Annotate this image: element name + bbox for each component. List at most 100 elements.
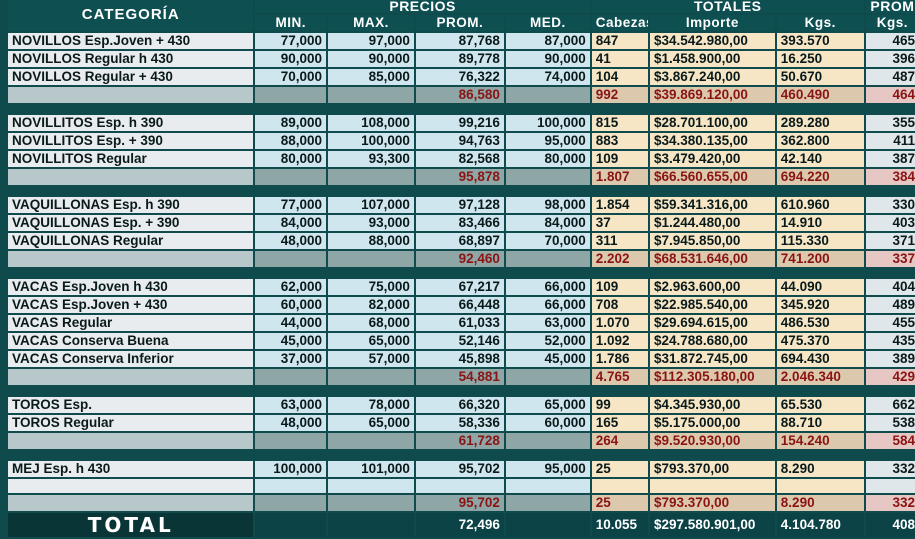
- blank-row: [8, 479, 915, 493]
- empty-cell: [415, 479, 504, 493]
- table-row: NOVILLITOS Esp. + 390 88,000 100,000 94,763…: [8, 133, 915, 149]
- category-cell: NOVILLOS Regular h 430: [8, 51, 254, 67]
- spacer-cell: [506, 105, 590, 113]
- kgs-cell: 610.960: [776, 197, 864, 213]
- subtotal-kgs-cell: 2.046.340: [776, 369, 864, 385]
- max-cell: 93,000: [328, 215, 414, 231]
- prom-kgs-cell: 396: [865, 51, 915, 67]
- min-cell: 37,000: [255, 351, 327, 367]
- prom-kgs-cell: 487: [865, 69, 915, 85]
- subtotal-importe-cell: $39.869.120,00: [650, 87, 775, 103]
- importe-cell: $22.985.540,00: [650, 297, 775, 313]
- cabezas-cell: 815: [591, 115, 649, 131]
- empty-cell: [328, 369, 414, 385]
- category-cell: VACAS Conserva Buena: [8, 333, 254, 349]
- table-row: VACAS Esp.Joven h 430 62,000 75,000 67,217 6…: [8, 279, 915, 295]
- subtotal-prom-kgs-cell: 337: [865, 251, 915, 267]
- cabezas-cell: 109: [591, 151, 649, 167]
- spacer-cell: [592, 105, 648, 113]
- header-med: MED.: [505, 15, 590, 31]
- subtotal-importe-cell: $112.305.180,00: [650, 369, 775, 385]
- prom-cell: 89,778: [415, 51, 504, 67]
- importe-cell: $3.867.240,00: [650, 69, 775, 85]
- category-cell: MEJ Esp. h 430: [8, 461, 254, 477]
- med-cell: 65,000: [505, 397, 590, 413]
- spacer-cell: [592, 451, 648, 459]
- prom-kgs-cell: 330: [865, 197, 915, 213]
- kgs-cell: 65.530: [776, 397, 864, 413]
- max-cell: 101,000: [328, 461, 414, 477]
- subtotal-row: 92,460 2.202 $68.531.646,00 741.200 337: [8, 251, 915, 267]
- spacer-row: [8, 451, 915, 459]
- spacer-cell: [255, 269, 326, 277]
- subtotal-prom-cell: 61,728: [415, 433, 504, 449]
- subtotal-kgs-cell: 8.290: [776, 495, 864, 511]
- min-cell: 45,000: [255, 333, 327, 349]
- cabezas-cell: 883: [591, 133, 649, 149]
- prom-kgs-cell: 371: [865, 233, 915, 249]
- category-cell: NOVILLOS Esp.Joven + 430: [8, 33, 254, 49]
- prom-kgs-cell: 355: [865, 115, 915, 131]
- min-cell: 80,000: [255, 151, 327, 167]
- max-cell: 57,000: [328, 351, 414, 367]
- spacer-cell: [592, 187, 648, 195]
- prom-cell: 58,336: [415, 415, 504, 431]
- prom-kgs-cell: 489: [865, 297, 915, 313]
- max-cell: 82,000: [328, 297, 414, 313]
- med-cell: 66,000: [505, 297, 590, 313]
- prom-kgs-cell: 404: [865, 279, 915, 295]
- max-cell: 85,000: [328, 69, 414, 85]
- subtotal-cabezas-cell: 264: [591, 433, 649, 449]
- empty-cell: [255, 87, 327, 103]
- prom-cell: 52,146: [415, 333, 504, 349]
- prom-cell: 66,448: [415, 297, 504, 313]
- table-row: VACAS Esp.Joven + 430 60,000 82,000 66,448 6…: [8, 297, 915, 313]
- subtotal-row: 86,580 992 $39.869.120,00 460.490 464: [8, 87, 915, 103]
- prom-kgs-cell: 387: [865, 151, 915, 167]
- importe-cell: $2.963.600,00: [650, 279, 775, 295]
- kgs-cell: 486.530: [776, 315, 864, 331]
- prom-cell: 68,897: [415, 233, 504, 249]
- empty-cell: [505, 513, 590, 537]
- empty-cell: [505, 495, 590, 511]
- spacer-cell: [866, 269, 915, 277]
- kgs-cell: 289.280: [776, 115, 864, 131]
- kgs-cell: 362.800: [776, 133, 864, 149]
- spacer-row: [8, 387, 915, 395]
- spacer-cell: [255, 387, 326, 395]
- prom-cell: 87,768: [415, 33, 504, 49]
- min-cell: 88,000: [255, 133, 327, 149]
- subtotal-cabezas-cell: 4.765: [591, 369, 649, 385]
- med-cell: 74,000: [505, 69, 590, 85]
- prom-kgs-cell: 465: [865, 33, 915, 49]
- empty-cell: [328, 495, 414, 511]
- importe-cell: $31.872.745,00: [650, 351, 775, 367]
- cabezas-cell: 41: [591, 51, 649, 67]
- table-row: NOVILLITOS Regular 80,000 93,300 82,568 80,0…: [8, 151, 915, 167]
- spacer-cell: [416, 105, 504, 113]
- spacer-row: [8, 187, 915, 195]
- total-prom-kgs-cell: 408: [865, 513, 915, 537]
- subtotal-prom-cell: 95,878: [415, 169, 504, 185]
- max-cell: 100,000: [328, 133, 414, 149]
- empty-cell: [255, 251, 327, 267]
- table-row: NOVILLOS Esp.Joven + 430 77,000 97,000 87,7…: [8, 33, 915, 49]
- spacer-cell: [777, 105, 864, 113]
- header-max: MAX.: [328, 15, 414, 31]
- spacer-cell: [416, 269, 504, 277]
- empty-cell: [505, 251, 590, 267]
- spacer-cell: [866, 187, 915, 195]
- min-cell: 100,000: [255, 461, 327, 477]
- table-row: VACAS Regular 44,000 68,000 61,033 63,000 1.0…: [8, 315, 915, 331]
- spacer-cell: [8, 387, 253, 395]
- importe-cell: $24.788.680,00: [650, 333, 775, 349]
- med-cell: 90,000: [505, 51, 590, 67]
- med-cell: 98,000: [505, 197, 590, 213]
- spacer-cell: [650, 269, 775, 277]
- category-cell: VACAS Esp.Joven + 430: [8, 297, 254, 313]
- header-prom: PROM: [865, 0, 915, 13]
- spacer-cell: [506, 451, 590, 459]
- prom-cell: 97,128: [415, 197, 504, 213]
- empty-cell: [328, 251, 414, 267]
- subtotal-prom-kgs-cell: 384: [865, 169, 915, 185]
